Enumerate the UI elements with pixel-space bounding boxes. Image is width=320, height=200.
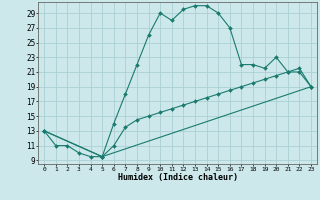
X-axis label: Humidex (Indice chaleur): Humidex (Indice chaleur) [118, 173, 238, 182]
